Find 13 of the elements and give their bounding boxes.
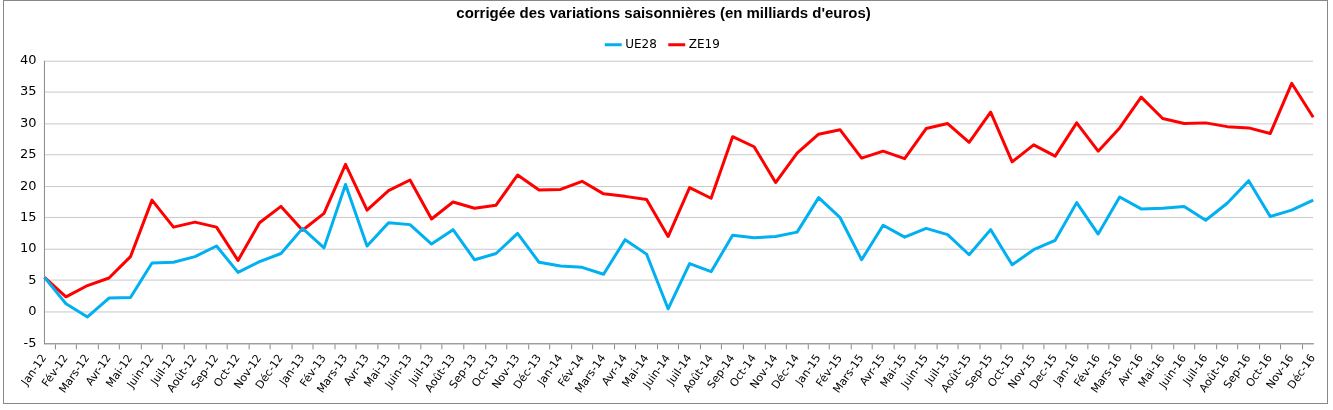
y-tick-label: 0 (28, 303, 37, 319)
y-tick-label: 15 (20, 209, 37, 225)
y-tick-label: 20 (20, 177, 37, 193)
y-tick-label: 10 (20, 240, 37, 256)
y-tick-label: 35 (20, 83, 37, 99)
y-tick-label: -5 (23, 334, 37, 350)
legend-label: UE28 (625, 36, 657, 51)
y-tick-label: 30 (20, 114, 37, 130)
chart-title: corrigée des variations saisonnières (en milliards d'euros) (456, 4, 871, 22)
y-tick-label: 25 (20, 146, 37, 162)
y-tick-label: 40 (20, 52, 37, 68)
legend-label: ZE19 (688, 36, 720, 51)
y-tick-label: 5 (28, 271, 37, 287)
